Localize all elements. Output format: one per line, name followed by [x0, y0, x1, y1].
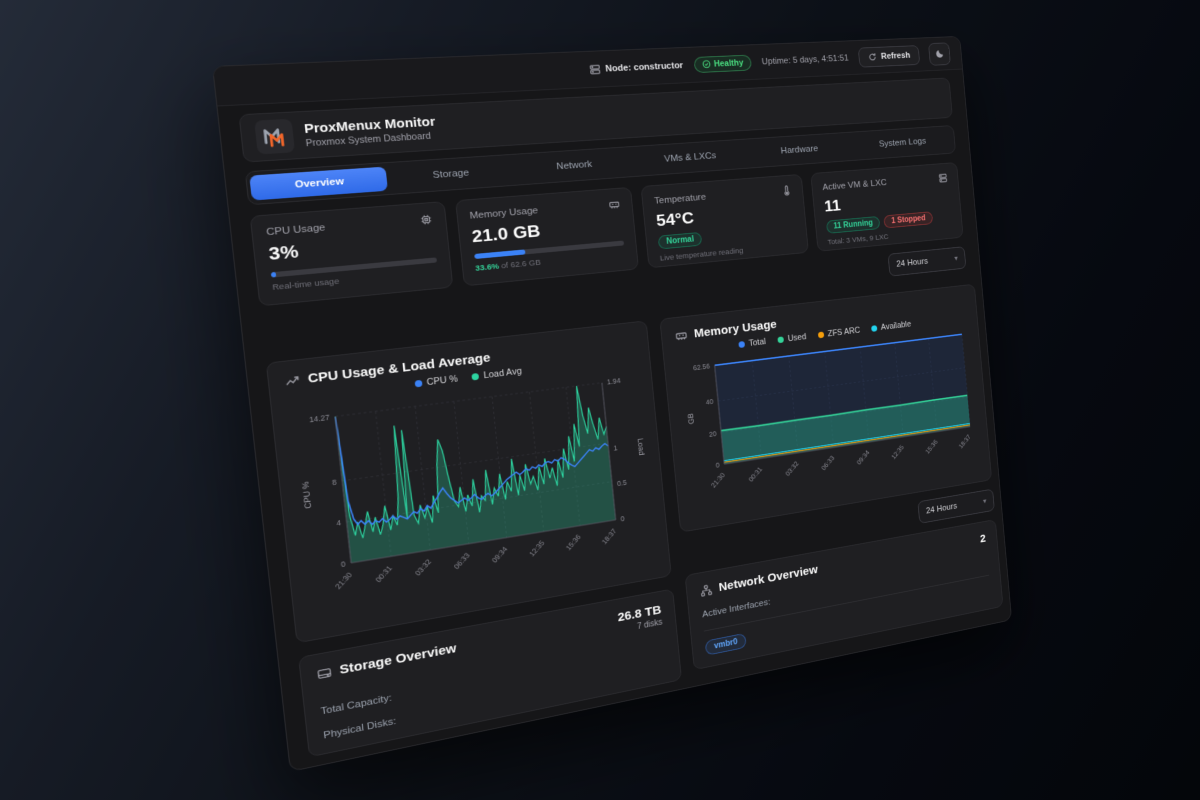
- health-label: Healthy: [713, 57, 744, 69]
- svg-text:20: 20: [709, 429, 717, 438]
- svg-text:09:34: 09:34: [490, 545, 509, 565]
- tab-hardware[interactable]: Hardware: [780, 144, 819, 156]
- svg-text:12:35: 12:35: [890, 443, 906, 460]
- storage-title: Storage Overview: [338, 641, 458, 678]
- header-titles: ProxMenux Monitor Proxmox System Dashboa…: [303, 114, 437, 148]
- server-icon: [588, 63, 601, 75]
- vm-running-badge: 11 Running: [825, 215, 881, 234]
- memory-chart-card: Memory Usage Total Used ZFS ARC Available 2…: [659, 283, 993, 533]
- memory-progress-fill: [473, 249, 526, 260]
- memory-usage-card: Memory Usage 21.0 GB 33.6% of 62.6 GB: [454, 186, 639, 287]
- svg-text:21:30: 21:30: [333, 570, 354, 590]
- refresh-icon: [868, 52, 877, 62]
- svg-text:03:32: 03:32: [784, 459, 801, 477]
- proxmenux-logo: [254, 118, 296, 155]
- svg-text:1.94: 1.94: [607, 376, 622, 386]
- tab-overview[interactable]: Overview: [249, 166, 388, 201]
- cpu-chip-icon: [419, 213, 433, 226]
- cpu-load-chart-card: CPU Usage & Load Average CPU % Load Avg 2…: [265, 320, 672, 644]
- svg-text:40: 40: [706, 398, 714, 407]
- cpu-card-title: CPU Usage: [265, 222, 326, 238]
- tab-vms-lxcs[interactable]: VMs & LXCs: [663, 151, 717, 165]
- refresh-label: Refresh: [880, 50, 911, 61]
- ram-icon: [608, 198, 621, 210]
- vm-stopped-badge: 1 Stopped: [883, 211, 933, 229]
- dashboard-window: Node: constructor Healthy Uptime: 5 days…: [212, 35, 1013, 773]
- chevron-down-icon: ▾: [953, 254, 959, 263]
- svg-text:18:37: 18:37: [957, 433, 972, 450]
- uptime-text: Uptime: 5 days, 4:51:51: [761, 53, 849, 67]
- legend-item: Used: [777, 332, 807, 345]
- cpu-usage-card: CPU Usage 3% Real-time usage: [249, 201, 453, 307]
- temperature-card-title: Temperature: [653, 192, 707, 207]
- thermometer-icon: [780, 185, 792, 197]
- vm-card-title: Active VM & LXC: [822, 178, 888, 193]
- svg-text:62.56: 62.56: [693, 362, 711, 372]
- cpu-load-chart: 21:30 00:31 03:32 06:33 09:34 12:35 15:36 18:37…: [301, 376, 646, 590]
- node-indicator: Node: constructor: [588, 60, 683, 76]
- svg-text:18:37: 18:37: [600, 527, 618, 546]
- time-range-bottom-label: 24 Hours: [925, 501, 958, 516]
- svg-text:00:31: 00:31: [747, 465, 764, 483]
- svg-text:Load: Load: [636, 438, 646, 456]
- server-stack-icon: [938, 173, 949, 184]
- check-circle-icon: [702, 60, 712, 69]
- temperature-card: Temperature 54°C Normal Live temperature…: [640, 173, 809, 269]
- time-range-select-top[interactable]: 24 Hours ▾: [887, 246, 967, 277]
- network-interface-count: 2: [979, 532, 987, 546]
- chevron-down-icon: ▾: [982, 496, 987, 506]
- theme-toggle-button[interactable]: [928, 42, 951, 66]
- cpu-progress-fill: [270, 271, 277, 278]
- svg-text:03:32: 03:32: [413, 557, 433, 577]
- trend-chart-icon: [284, 373, 301, 389]
- svg-text:12:35: 12:35: [527, 539, 546, 558]
- tab-network[interactable]: Network: [556, 159, 593, 172]
- svg-text:15:36: 15:36: [924, 438, 939, 455]
- svg-text:8: 8: [332, 477, 338, 486]
- dashboard-main: ProxMenux Monitor Proxmox System Dashboa…: [217, 69, 1010, 761]
- tab-system-logs[interactable]: System Logs: [878, 136, 927, 149]
- svg-text:0: 0: [620, 514, 625, 523]
- active-vm-card: Active VM & LXC 11 11 Running 1 Stopped …: [810, 162, 964, 252]
- svg-text:4: 4: [336, 518, 342, 527]
- time-range-select-bottom[interactable]: 24 Hours ▾: [917, 488, 995, 524]
- legend-item: CPU %: [414, 374, 458, 389]
- moon-icon: [935, 49, 945, 59]
- health-badge: Healthy: [693, 54, 752, 73]
- memory-chart-icon: [674, 328, 688, 342]
- memory-card-title: Memory Usage: [469, 205, 539, 222]
- svg-text:0: 0: [715, 461, 720, 470]
- svg-text:1: 1: [613, 444, 618, 453]
- tab-storage[interactable]: Storage: [432, 167, 470, 181]
- svg-text:21:30: 21:30: [709, 471, 726, 489]
- temperature-status-badge: Normal: [657, 231, 703, 250]
- time-range-top-label: 24 Hours: [896, 256, 929, 269]
- svg-text:00:31: 00:31: [373, 564, 394, 584]
- disk-icon: [316, 665, 333, 682]
- svg-text:15:36: 15:36: [564, 533, 583, 552]
- refresh-button[interactable]: Refresh: [857, 44, 921, 68]
- svg-text:09:34: 09:34: [855, 448, 871, 466]
- svg-text:06:33: 06:33: [452, 551, 472, 571]
- svg-text:06:33: 06:33: [820, 454, 836, 472]
- svg-text:0.5: 0.5: [617, 478, 628, 488]
- legend-item: Total: [738, 337, 766, 350]
- network-icon: [699, 583, 713, 598]
- svg-text:0: 0: [340, 559, 346, 568]
- node-label: Node: constructor: [604, 60, 684, 74]
- svg-text:GB: GB: [686, 413, 695, 425]
- network-title: Network Overview: [718, 562, 819, 595]
- memory-usage-chart: 21:30 00:31 03:32 06:33 09:34 12:35 15:36 18:37…: [686, 325, 979, 489]
- svg-text:CPU %: CPU %: [301, 481, 314, 509]
- network-interface-badge[interactable]: vmbr0: [704, 632, 747, 656]
- svg-text:14.27: 14.27: [309, 413, 331, 424]
